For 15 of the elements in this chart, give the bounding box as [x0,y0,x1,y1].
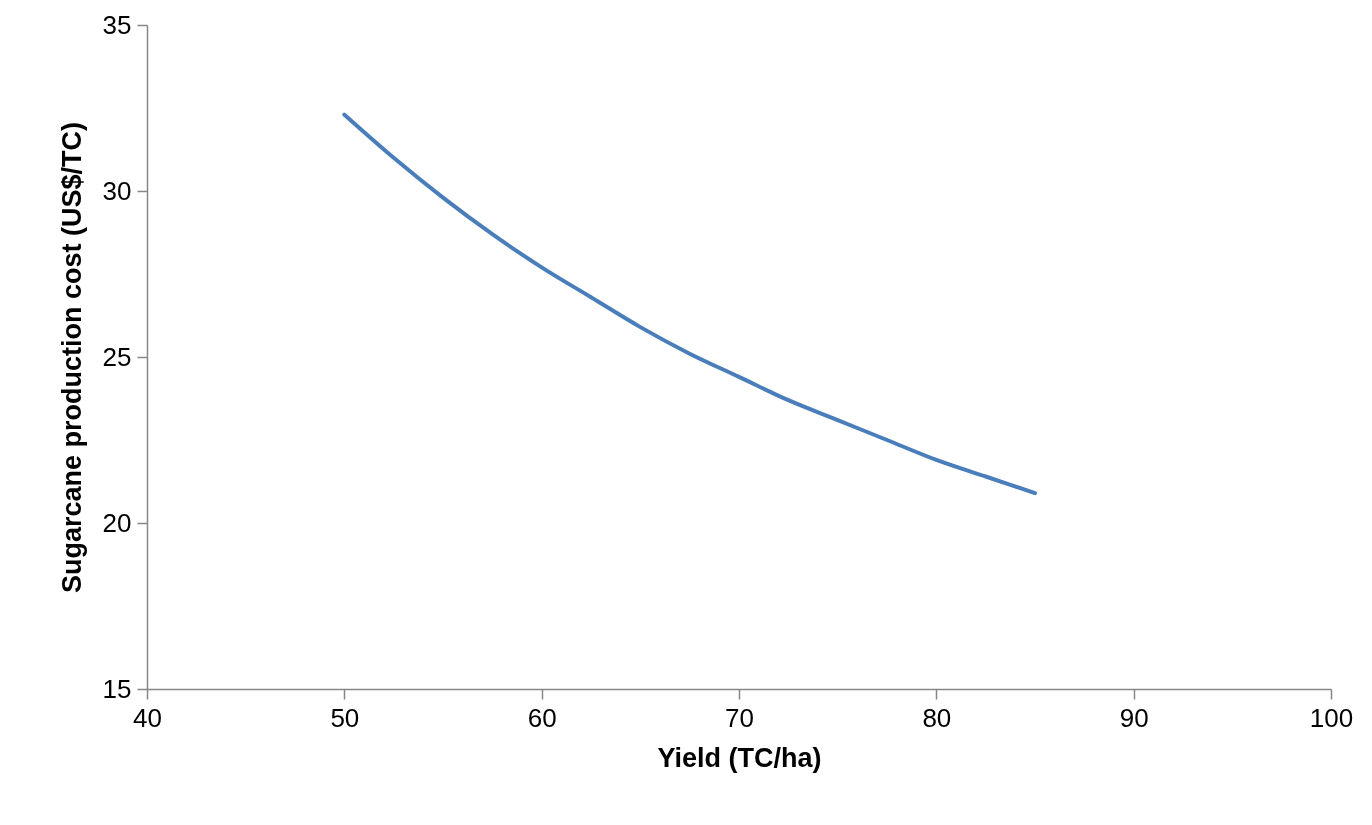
line-series [342,112,1037,496]
y-axis-title: Sugarcane production cost (US$/TC) [56,121,87,594]
x-tick-label: 90 [1119,702,1149,733]
x-tick-label: 100 [1309,702,1354,733]
x-tick-label: 50 [330,702,360,733]
y-tick-label: 30 [102,175,132,206]
y-tick-label: 15 [102,673,132,704]
y-tick-label: 20 [102,507,132,538]
x-tick-label: 80 [922,702,952,733]
x-axis-title: Yield (TC/ha) [657,742,822,773]
y-tick-label: 35 [102,9,132,40]
x-tick-label: 40 [133,702,162,733]
x-tick-label: 70 [725,702,754,733]
x-tick-label: 60 [527,702,557,733]
y-tick-label: 25 [102,341,132,372]
